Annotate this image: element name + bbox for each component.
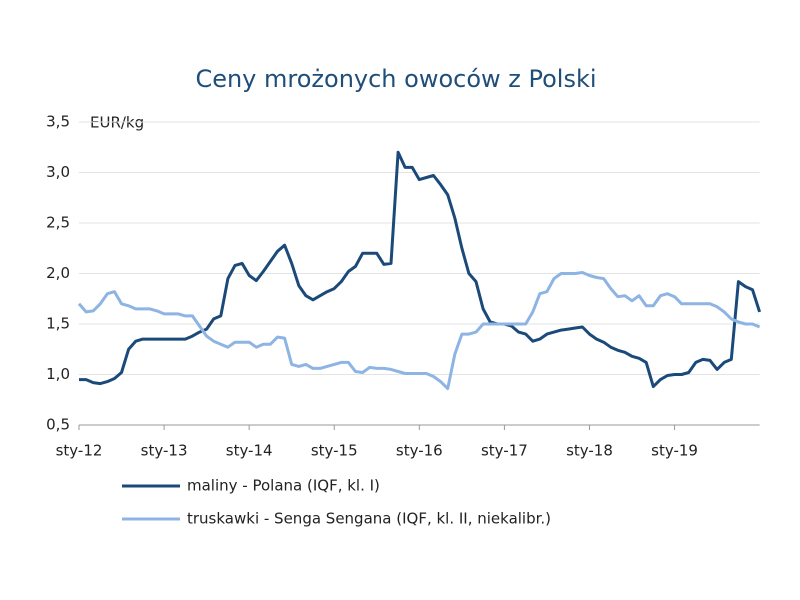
- x-tick-label: sty-17: [481, 442, 528, 460]
- x-tick-label: sty-19: [651, 442, 698, 460]
- y-tick-label: 0,5: [46, 416, 70, 434]
- y-tick-label: 3,5: [46, 113, 70, 131]
- y-tick-label: 2,5: [46, 214, 70, 232]
- series-line: [77, 271, 761, 391]
- y-tick-label: 1,5: [46, 315, 70, 333]
- y-tick-label: 2,0: [46, 264, 70, 282]
- x-tick-label: sty-16: [396, 442, 443, 460]
- x-tick-label: sty-13: [141, 442, 188, 460]
- legend-label: maliny - Polana (IQF, kl. I): [187, 477, 380, 495]
- x-tick-label: sty-15: [311, 442, 358, 460]
- x-tick-label: sty-12: [56, 442, 103, 460]
- series-line: [79, 150, 762, 389]
- x-tick-label: sty-14: [226, 442, 273, 460]
- x-tick-label: sty-18: [566, 442, 613, 460]
- legend-label: truskawki - Senga Sengana (IQF, kl. II, …: [187, 510, 551, 528]
- chart-title: Ceny mrożonych owoców z Polski: [195, 65, 596, 93]
- y-tick-label: 3,0: [46, 163, 70, 181]
- y-tick-label: 1,0: [46, 365, 70, 383]
